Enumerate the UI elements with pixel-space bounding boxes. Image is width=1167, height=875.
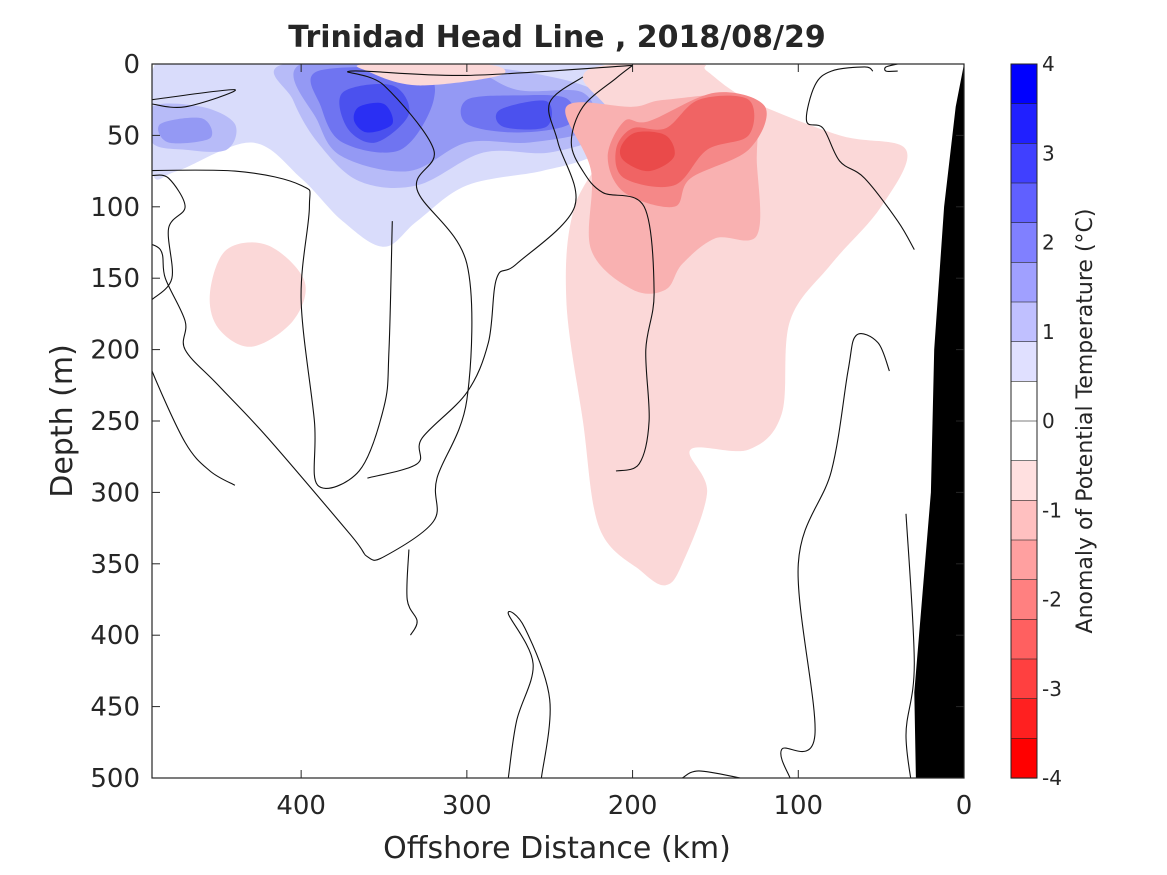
plot-area: [151, 63, 965, 779]
colorbar-tick-label: 1: [1042, 320, 1055, 344]
y-tick-label: 300: [90, 478, 140, 508]
y-tick-label: 350: [90, 550, 140, 580]
colorbar-band: [1010, 500, 1038, 541]
zero-contour-line: [884, 64, 898, 73]
colorbar-frame: [1010, 63, 1038, 779]
colorbar-label: Anomaly of Potential Temperature (°C): [1073, 209, 1098, 634]
colorbar: 4 3 2 1 0 -1 -2 -3 -4: [1010, 52, 1062, 790]
y-tick-label: 200: [90, 336, 140, 366]
y-tick-label: 400: [90, 621, 140, 651]
zero-contour-line: [570, 64, 655, 472]
colorbar-band: [1010, 420, 1038, 462]
warm-anomaly-region: [619, 131, 675, 172]
anomaly-fill-layer: [152, 64, 908, 586]
colorbar-tick-label: 0: [1042, 409, 1055, 433]
y-tick-label: 150: [90, 264, 140, 294]
colorbar-band: [1010, 738, 1038, 779]
y-tick-label: 250: [90, 407, 140, 437]
colorbar-tick-label: 2: [1042, 231, 1055, 255]
colorbar-tick-label: -1: [1042, 498, 1062, 522]
colorbar-bands: [1010, 63, 1038, 779]
colorbar-tick-label: 3: [1042, 141, 1055, 165]
colorbar-tick-label: 4: [1042, 52, 1055, 76]
colorbar-band: [1010, 539, 1038, 581]
cold-anomaly-region: [353, 102, 394, 133]
colorbar-tick-label: -2: [1042, 588, 1062, 612]
cold-anomaly-region: [495, 100, 552, 130]
x-tick-label: 200: [608, 791, 658, 821]
colorbar-band: [1010, 341, 1038, 382]
zero-contour-line: [152, 174, 186, 301]
colorbar-band: [1010, 222, 1038, 263]
colorbar-band: [1010, 460, 1038, 501]
y-tick-label: 450: [90, 693, 140, 723]
colorbar-ticks: 4 3 2 1 0 -1 -2 -3 -4: [1042, 52, 1062, 790]
colorbar-band: [1010, 658, 1038, 700]
colorbar-tick-label: -3: [1042, 677, 1062, 701]
zero-contour-line: [905, 513, 915, 778]
colorbar-band: [1010, 143, 1038, 184]
x-tick-label: 400: [276, 791, 326, 821]
colorbar-tick-label: -4: [1042, 766, 1062, 790]
colorbar-band: [1010, 103, 1038, 144]
x-axis-label: Offshore Distance (km): [383, 831, 731, 866]
y-tick-label: 500: [90, 764, 140, 794]
colorbar-band: [1010, 301, 1038, 343]
colorbar-band: [1010, 698, 1038, 739]
zero-contour-layer: [152, 64, 915, 778]
cold-anomaly-region: [158, 117, 213, 144]
zero-contour-line: [507, 610, 551, 778]
y-axis: 0 50 100 150 200 250 300 350 400 450 500: [90, 50, 964, 794]
colorbar-band: [1010, 381, 1038, 422]
zero-contour-line: [682, 770, 741, 778]
colorbar-band: [1010, 262, 1038, 303]
zero-contour-line: [367, 76, 584, 479]
zero-contour-line: [152, 169, 393, 489]
y-tick-label: 100: [90, 193, 140, 223]
bathymetry-shelf: [914, 64, 964, 778]
colorbar-band: [1010, 63, 1038, 105]
chart-title: Trinidad Head Line , 2018/08/29: [288, 20, 825, 55]
x-tick-label: 300: [442, 791, 492, 821]
warm-anomaly-region: [209, 242, 306, 347]
y-axis-label: Depth (m): [45, 344, 80, 498]
y-tick-label: 0: [123, 50, 140, 80]
colorbar-band: [1010, 182, 1038, 224]
x-tick-label: 100: [773, 791, 823, 821]
zero-contour-line: [152, 64, 633, 561]
x-tick-label: 0: [956, 791, 973, 821]
colorbar-band: [1010, 579, 1038, 620]
zero-contour-line: [152, 89, 236, 108]
x-axis: 400 300 200 100 0: [276, 64, 972, 821]
colorbar-band: [1010, 619, 1038, 660]
zero-contour-line: [780, 333, 890, 778]
zero-contour-line: [406, 549, 418, 636]
bathymetry-layer: [914, 64, 964, 778]
zero-contour-line: [805, 66, 915, 250]
y-tick-label: 50: [107, 121, 140, 151]
